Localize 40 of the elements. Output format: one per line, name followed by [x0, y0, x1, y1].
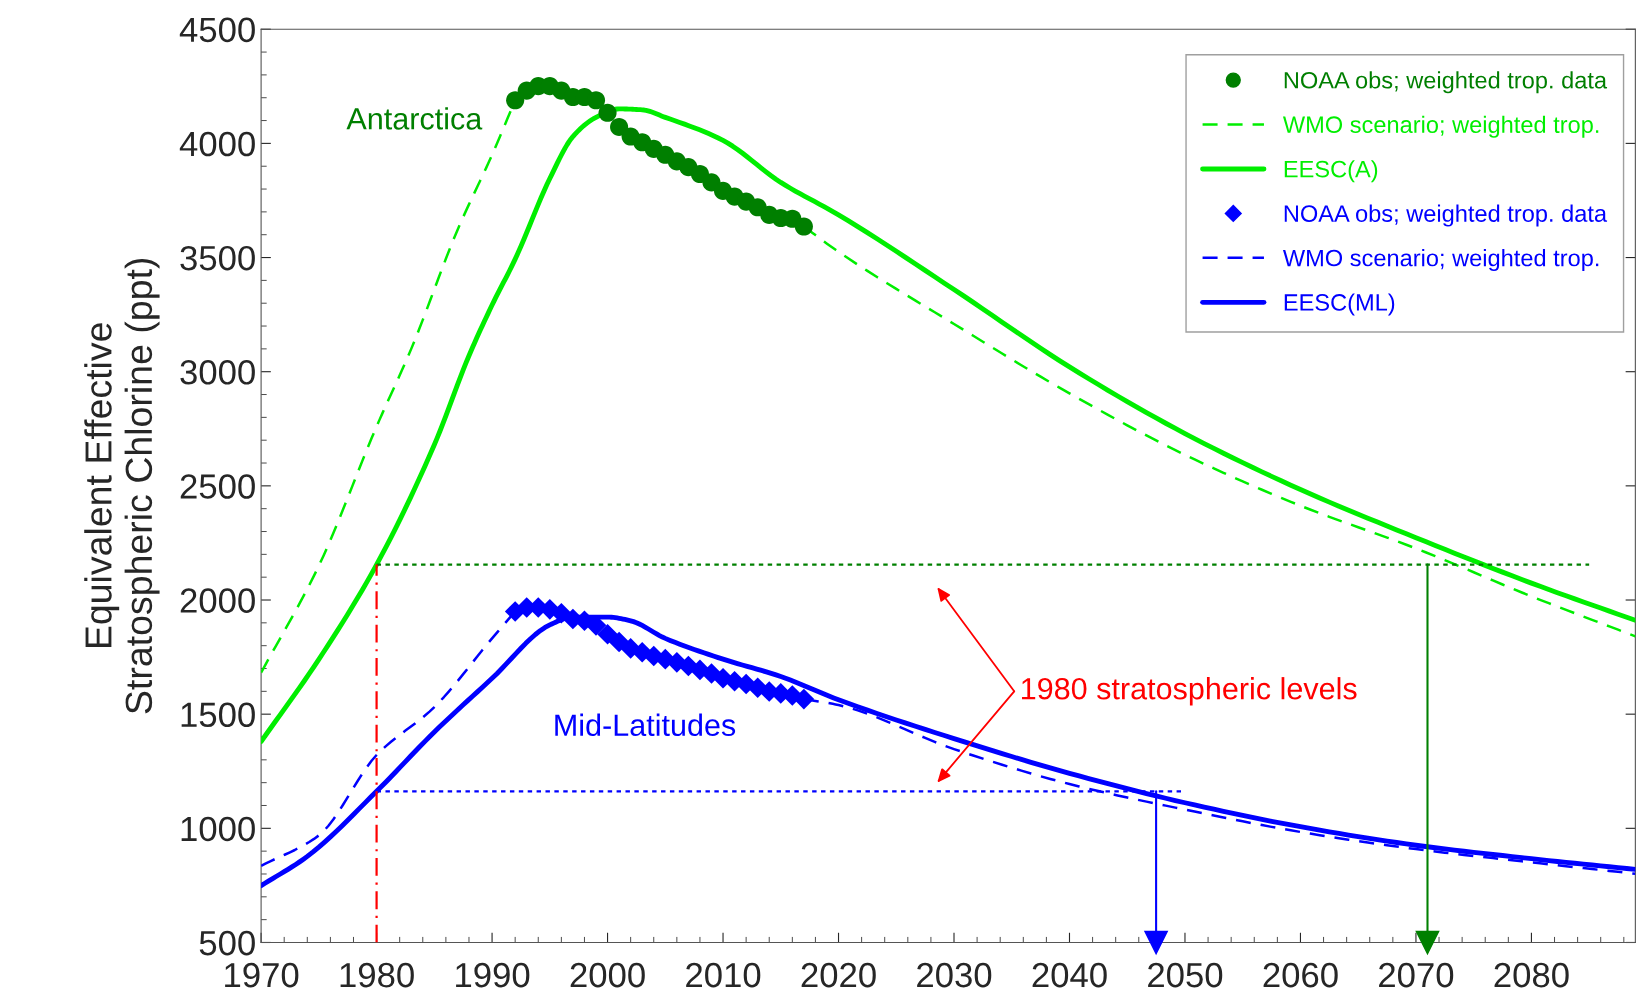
y-tick-label: 1000: [181, 816, 255, 842]
legend-label: WMO scenario; weighted trop.: [1282, 115, 1599, 138]
y-tick-label: 4000: [179, 131, 255, 157]
annotation: 1980 stratospheric levels: [1022, 677, 1357, 706]
point: [793, 688, 815, 710]
legend-label: EESC(A): [1284, 160, 1378, 183]
point: [598, 103, 617, 122]
y-tick-label: 2000: [180, 588, 255, 613]
legend-label: NOAA obs; weighted trop. data: [1284, 71, 1608, 94]
point: [610, 117, 629, 136]
point: [794, 217, 813, 236]
x-tick-label: 2020: [801, 962, 876, 988]
legend-label: WMO scenario; weighted trop.: [1282, 249, 1599, 272]
x-tick-label: 2030: [917, 962, 992, 988]
point: [1144, 930, 1168, 955]
y-tick-label: 2500: [180, 474, 255, 499]
point: [597, 623, 618, 645]
y-tick-label: 4500: [179, 17, 255, 43]
point: [506, 91, 525, 110]
x-tick-label: 2000: [570, 962, 645, 988]
legend-label: EESC(ML): [1284, 293, 1395, 316]
x-tick-label: 1980: [340, 962, 414, 988]
x-tick-label: 1990: [456, 962, 530, 988]
legend-label: NOAA obs; weighted trop. data: [1284, 204, 1608, 227]
annotation: Mid-Latitudes: [555, 713, 736, 737]
y-axis-title: Equivalent Effective Stratospheric Chlorine (ppt): [84, 258, 160, 714]
y-tick-label: 3500: [180, 245, 255, 271]
point: [1415, 930, 1440, 955]
x-tick-label: 1970: [225, 962, 299, 988]
x-tick-label: 2050: [1148, 962, 1223, 988]
x-tick-label: 2010: [686, 962, 761, 988]
x-tick-label: 2080: [1494, 962, 1569, 988]
x-tick-label: 2040: [1032, 962, 1107, 988]
x-tick-label: 2060: [1263, 962, 1338, 988]
point: [586, 91, 606, 110]
y-tick-label: 500: [199, 930, 255, 956]
x-tick-label: 2070: [1379, 962, 1454, 988]
y-tick-label: 1500: [181, 702, 255, 728]
y-tick-label: 3000: [180, 360, 255, 385]
annotation: Antarctica: [346, 107, 483, 130]
